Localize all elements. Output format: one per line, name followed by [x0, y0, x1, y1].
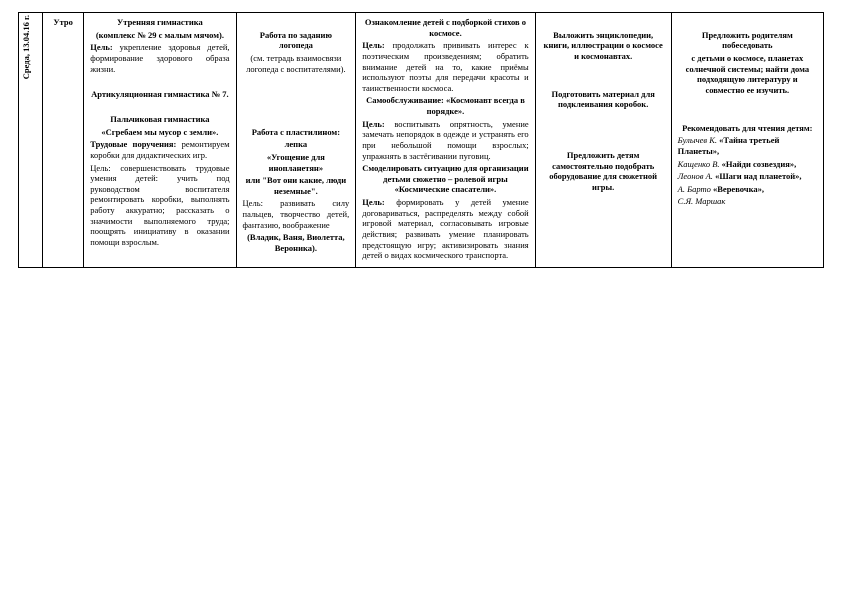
period: Утро	[53, 17, 73, 27]
gym-goal: Цель: укрепление здоровья детей, формиро…	[90, 42, 229, 74]
gym-title: Утренняя гимнастика	[90, 17, 229, 28]
self-title: Самообслуживание: «Космонавт всегда в по…	[362, 95, 528, 116]
book4: А. Барто «Веревочка»,	[678, 184, 817, 195]
par-title: Предложить родителям побеседовать	[678, 30, 817, 51]
finger-name: «Сгребаем мы мусор с земли».	[90, 127, 229, 138]
self-goal: Цель: воспитывать опрятность, умение зам…	[362, 119, 528, 162]
period-cell: Утро	[42, 13, 83, 268]
labor-goal: Цель: совершенствовать трудовые умения д…	[90, 163, 229, 248]
poems-title: Ознакомление детей с подборкой стихов о …	[362, 17, 528, 38]
clay-goal: Цель: развивать силу пальцев, творчество…	[243, 198, 350, 230]
schedule-table: Среда, 13.04.16 г. Утро Утренняя гимнаст…	[18, 12, 824, 268]
finger-title: Пальчиковая гимнастика	[90, 114, 229, 125]
parents-cell: Предложить родителям побеседовать с деть…	[671, 13, 823, 268]
date-text: Среда, 13.04.16 г.	[21, 15, 32, 79]
rec-title: Рекомендовать для чтения детям:	[678, 123, 817, 134]
cognition-cell: Ознакомление детей с подборкой стихов о …	[356, 13, 535, 268]
activities-cell: Утренняя гимнастика (комплекс № 29 с мал…	[84, 13, 236, 268]
artic-title: Артикуляционная гимнастика № 7.	[90, 89, 229, 100]
date-cell: Среда, 13.04.16 г.	[19, 13, 43, 268]
gym-sub: (комплекс № 29 с малым мячом).	[90, 30, 229, 41]
clay-name: «Угощение для инопланетян»	[243, 152, 350, 173]
labor: Трудовые поручения: ремонтируем коробки …	[90, 139, 229, 160]
book1: Булычев К. «Тайна третьей Планеты»,	[678, 135, 817, 156]
book2: Кащенко В. «Найди созвездия»,	[678, 159, 817, 170]
clay-title: Работа с пластилином:	[243, 127, 350, 138]
role-title: Смоделировать ситуацию для организации д…	[362, 163, 528, 195]
book3: Леонов А. «Шаги над планетой»,	[678, 171, 817, 182]
logo-text: (см. тетрадь взаимосвязи логопеда с восп…	[243, 53, 350, 74]
materials-cell: Выложить энциклопедии, книги, иллюстраци…	[535, 13, 671, 268]
par-text: с детьми о космосе, планетах солнечной с…	[678, 53, 817, 96]
clay-names: (Владик, Ваня, Виолетта, Вероника).	[243, 232, 350, 253]
mat2: Подготовить материал для подклеивания ко…	[542, 89, 665, 110]
logo-title: Работа по заданию логопеда	[243, 30, 350, 51]
clay-sub: лепка	[243, 139, 350, 150]
mat3: Предложить детям самостоятельно подобрат…	[542, 150, 665, 193]
role-goal: Цель: формировать у детей умение договар…	[362, 197, 528, 261]
book5: С.Я. Маршак	[678, 196, 817, 207]
poems-goal: Цель: продолжать прививать интерес к поэ…	[362, 40, 528, 93]
logoped-cell: Работа по заданию логопеда (см. тетрадь …	[236, 13, 356, 268]
clay-or: или "Вот они какие, люди неземные".	[243, 175, 350, 196]
mat1: Выложить энциклопедии, книги, иллюстраци…	[542, 30, 665, 62]
